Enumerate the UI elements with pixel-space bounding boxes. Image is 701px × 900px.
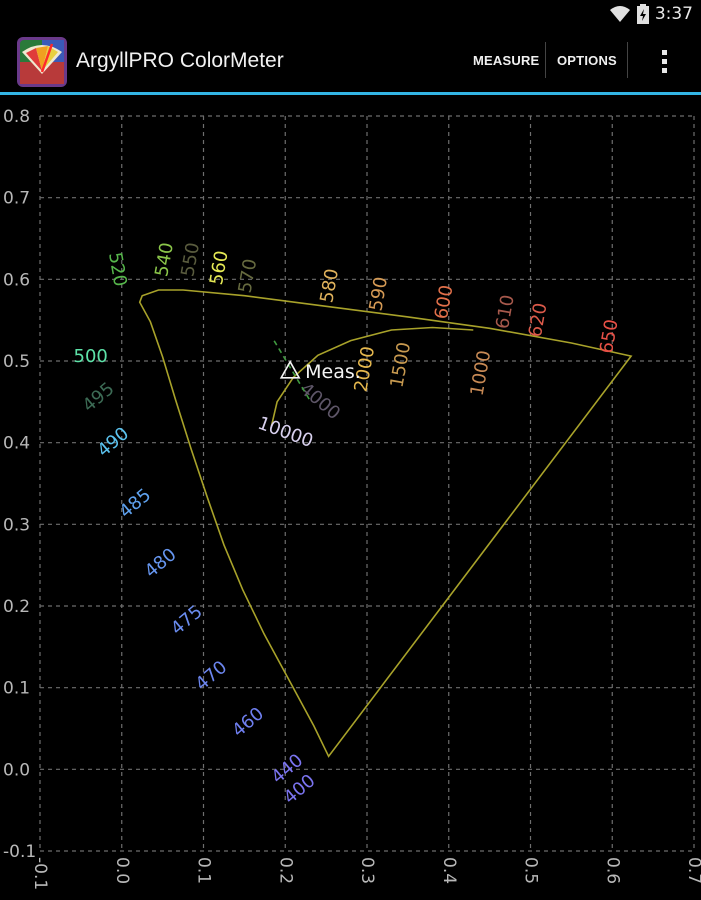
status-bar: 3:37 (0, 0, 701, 28)
wavelength-label: 540 (151, 241, 178, 278)
y-tick-label: 0.3 (3, 515, 30, 535)
x-tick-label: 0.2 (275, 857, 295, 884)
wavelength-label: 470 (191, 657, 231, 695)
cct-label: 4000 (296, 379, 345, 425)
x-tick-label: 0.4 (439, 857, 459, 884)
x-tick-label: 0.3 (357, 857, 377, 884)
wavelength-label: 500 (74, 346, 108, 367)
app-logo-icon[interactable] (16, 36, 68, 88)
measurement-marker-icon (279, 360, 301, 379)
measure-button[interactable]: MEASURE (473, 53, 540, 68)
wavelength-label: 650 (596, 318, 623, 355)
grid (39, 115, 695, 852)
x-tick-label: -0.1 (30, 857, 50, 890)
app-title: ArgyllPRO ColorMeter (76, 49, 284, 72)
wavelength-label: 620 (525, 301, 552, 338)
x-tick-label: 0.0 (112, 857, 132, 884)
axis-ticks: -0.1 0.0 0.1 0.2 0.3 0.4 0.5 0.6 0.7 0.8 0.7 0.6 0.5… (3, 107, 701, 890)
wavelength-label: 520 (104, 251, 131, 288)
wavelength-label: 600 (431, 283, 458, 320)
wavelength-label: 610 (492, 293, 519, 330)
status-clock: 3:37 (654, 4, 693, 24)
y-tick-label: 0.6 (3, 270, 30, 290)
measurement: Meas. (273, 340, 361, 402)
isotemp-line (273, 340, 311, 402)
status-icons: 3:37 (609, 3, 693, 25)
wavelength-label: 460 (228, 703, 268, 741)
y-tick-label: 0.2 (3, 597, 30, 617)
x-tick-label: 0.1 (194, 857, 214, 884)
measurement-label: Meas. (305, 361, 361, 383)
wavelength-label: 495 (79, 378, 119, 416)
action-separator (545, 42, 546, 78)
y-tick-label: 0.5 (3, 352, 30, 372)
wavelength-label: 550 (177, 241, 204, 278)
y-tick-label: 0.8 (3, 107, 30, 127)
action-bar: ArgyllPRO ColorMeter MEASURE OPTIONS (0, 28, 701, 92)
curves (138, 289, 633, 758)
wavelength-label: 490 (93, 423, 133, 461)
overflow-menu-icon[interactable] (652, 44, 676, 78)
y-tick-label: -0.1 (3, 842, 36, 862)
action-bar-divider (0, 92, 701, 95)
y-tick-label: 0.7 (3, 189, 30, 209)
action-separator (627, 42, 628, 78)
wavelength-label: 560 (206, 249, 233, 286)
wavelength-label: 580 (316, 267, 343, 304)
x-tick-label: 0.7 (684, 857, 701, 884)
spectral-locus (138, 289, 633, 758)
wifi-icon (609, 6, 630, 22)
wavelength-label: 590 (365, 275, 392, 312)
cct-label: 1000 (467, 349, 496, 398)
wavelength-label: 570 (235, 257, 262, 294)
y-tick-label: 0.1 (3, 679, 30, 699)
planckian-locus (270, 326, 474, 427)
wavelength-label: 475 (167, 601, 207, 639)
wavelength-label: 480 (141, 544, 181, 582)
x-tick-label: 0.5 (521, 857, 541, 884)
cct-label: 1500 (387, 341, 416, 390)
x-tick-label: 0.6 (602, 857, 622, 884)
y-tick-label: 0.4 (3, 434, 30, 454)
battery-icon (636, 4, 649, 24)
y-tick-label: 0.0 (3, 760, 30, 780)
options-button[interactable]: OPTIONS (557, 53, 617, 68)
